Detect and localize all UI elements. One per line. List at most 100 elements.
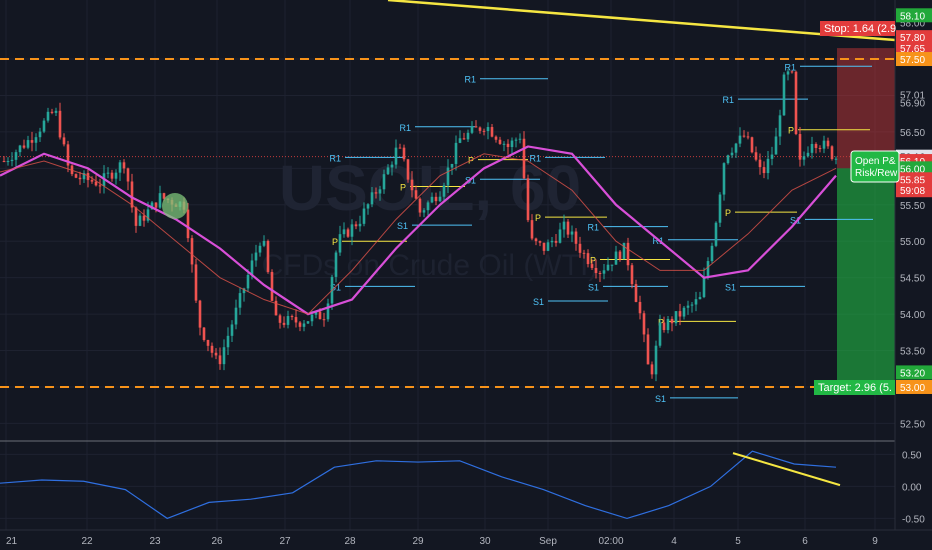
candle-body [190,238,194,265]
candle-body [546,242,550,251]
candle-body [530,220,534,239]
candle-body [386,167,390,175]
candle-body [262,240,266,246]
candle-body [130,181,134,208]
candle-body [502,143,506,145]
time-tick-label: 30 [479,536,491,547]
price-badge-label: 57.65 [900,44,925,55]
target-zone [837,168,895,387]
candle-body [714,222,718,246]
candle-body [150,202,154,210]
candle-body [162,193,166,199]
candle-body [82,173,86,180]
candle-body [814,143,818,148]
price-tick-label: 55.50 [900,201,925,212]
open-pl-box[interactable] [850,150,900,183]
candle-body [606,264,610,271]
position-labels: Stop: 1.64 (2.9 Target: 2.96 (5. Open P&… [814,21,900,395]
candle-body [826,140,830,147]
candle-body [594,267,598,273]
candle-body [414,190,418,199]
pivot-label-s1: S1 [655,394,666,404]
price-badge-box [896,365,932,380]
candle-body [142,215,146,221]
pivot-label-p: P [590,255,596,265]
candle-body [614,251,618,265]
candle-body [618,251,622,260]
candle-body [138,215,142,226]
candle-body [794,71,798,135]
candle-body [586,253,590,265]
pivot-label-r1: R1 [587,223,599,233]
candle-body [454,142,458,164]
candle-body [642,313,646,335]
candle-body [230,324,234,336]
candle-body [314,311,318,315]
price-axis-background [895,0,932,550]
candle-body [222,347,226,365]
candle-body [834,158,838,160]
price-tick-label: 56.90 [900,99,925,110]
pivot-label-r1: R1 [399,123,411,133]
candle-body [782,74,786,116]
candle-body [570,231,574,235]
candle-body [22,145,26,148]
price-badge-label: 58.10 [900,11,925,22]
candle-body [290,316,294,318]
candle-body [326,303,330,320]
candle-body [666,318,670,331]
pivot-label-s1: S1 [533,297,544,307]
candle-body [746,136,750,138]
candle-body [270,271,274,301]
target-label: Target: 2.96 (5. [818,382,892,394]
risk-reward-label: Risk/Rew [855,168,898,179]
position-zones [837,48,895,387]
time-tick-label: 23 [149,536,161,547]
candle-body [34,137,38,143]
candle-body [558,229,562,243]
stop-zone [837,48,895,169]
candle-body [278,315,282,323]
candle-body [710,245,714,262]
candle-body [302,323,306,327]
candle-body [242,288,246,294]
candle-body [294,317,298,323]
candle-body [94,181,98,186]
time-axis[interactable]: 21 22 23 26 27 28 29 30 Sep 02:00 4 5 6 9 [0,529,932,550]
time-tick-label: 29 [412,536,424,547]
candle-body [422,210,426,213]
candle-body [430,196,434,203]
candle-body [778,115,782,137]
stop-label-box [820,21,895,36]
candle-body [562,221,566,230]
candle-body [718,194,722,223]
pivot-label-p: P [535,213,541,223]
candle-body [250,260,254,275]
candle-body [466,132,470,140]
candle-body [10,159,14,162]
candle-body [438,196,442,202]
candle-body [730,152,734,156]
price-badge-label: 57.50 [900,55,925,66]
candle-body [346,229,350,237]
candle-body [446,167,450,186]
price-tick-label: 56.50 [900,128,925,139]
candle-body [198,300,202,328]
candle-body [658,322,662,346]
candle-body [238,293,242,308]
candle-body [226,335,230,348]
candle-body [322,319,326,321]
candle-body [426,202,430,211]
price-badge-label: 56.00 [900,164,925,175]
candle-body [134,207,138,226]
candle-body [694,299,698,305]
candle-body [634,284,638,302]
pivot-label-r1: R1 [784,62,796,72]
time-tick-label: 5 [735,536,741,547]
pivot-label-r1: R1 [529,153,541,163]
candle-body [410,179,414,191]
candle-body [590,264,594,268]
candle-body [626,242,630,266]
